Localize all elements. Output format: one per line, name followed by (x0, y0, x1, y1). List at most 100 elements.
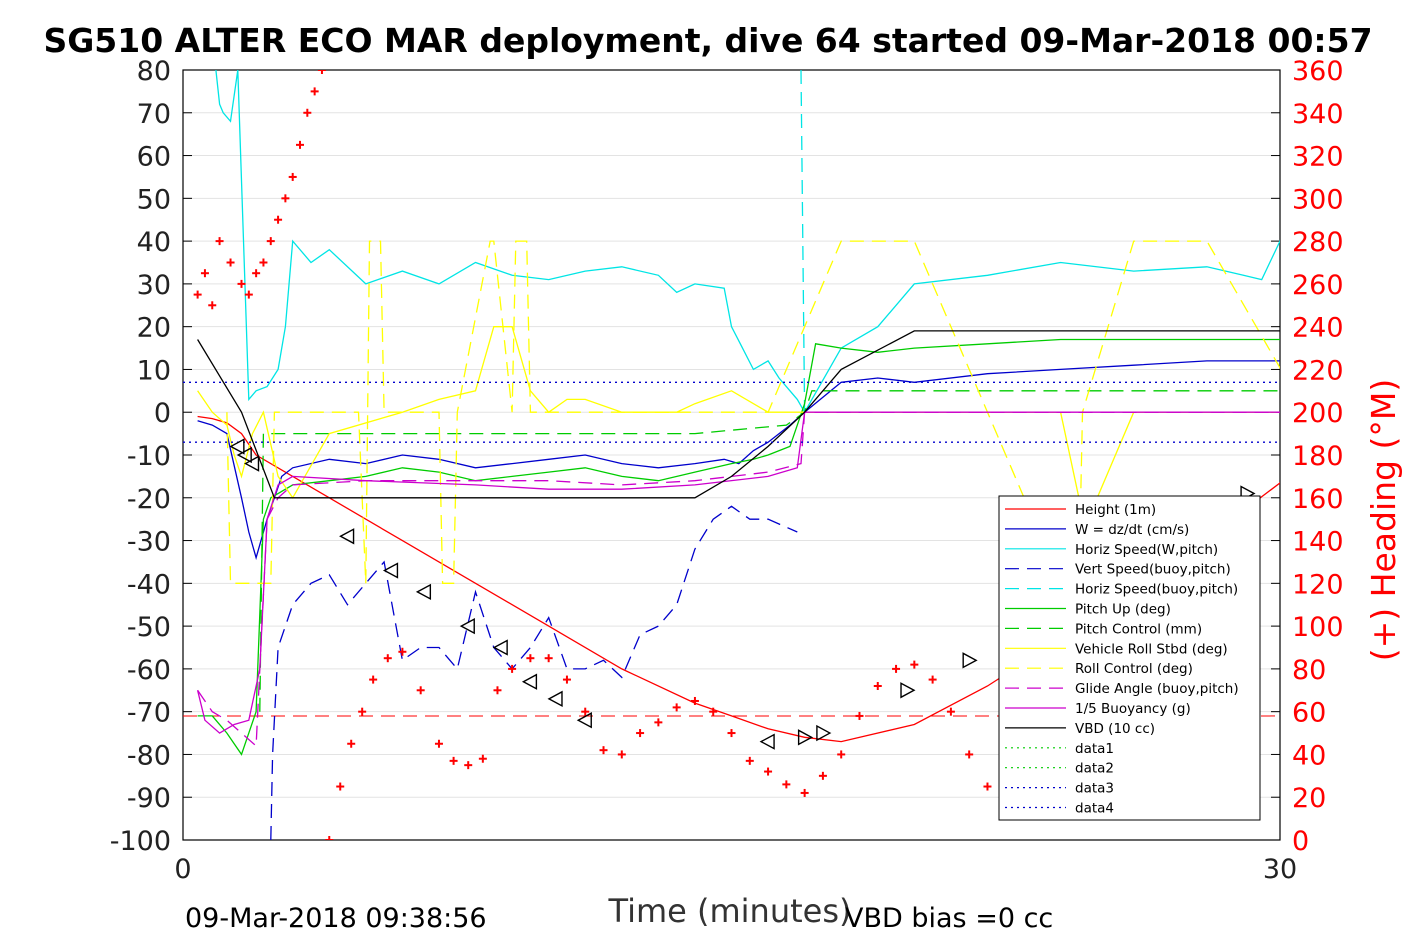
footer-vbd-bias: VBD bias =0 cc (845, 903, 1053, 934)
heading-point (416, 686, 425, 695)
heading-point (544, 654, 553, 663)
heading-point (855, 711, 864, 720)
heading-point (636, 729, 645, 738)
heading-point (837, 750, 846, 759)
right-tick-label: 220 (1292, 355, 1344, 386)
right-tick-label: 240 (1292, 313, 1344, 344)
legend-entry: Horiz Speed(buoy,pitch) (1005, 582, 1238, 598)
legend-label: 1/5 Buoyancy (g) (1075, 701, 1191, 717)
heading-point (782, 780, 791, 789)
heading-point (478, 754, 487, 763)
heading-point (208, 301, 217, 310)
vertex-marker (492, 639, 508, 656)
legend-label: W = dz/dt (cm/s) (1075, 522, 1189, 538)
heading-point (709, 707, 718, 716)
right-axis-ticks: 3603403203002802602402202001801601401201… (1271, 56, 1344, 857)
vertex-marker (816, 724, 832, 742)
vertex-marker (244, 455, 260, 472)
left-tick-label: -80 (127, 740, 171, 771)
right-tick-label: 140 (1292, 527, 1344, 558)
vertex-marker (797, 729, 814, 746)
right-tick-label: 100 (1292, 612, 1344, 643)
series-line-8 (226, 240, 1280, 584)
legend-entry: Roll Control (deg) (1005, 661, 1193, 677)
heading-point (508, 664, 517, 673)
legend-entry: 1/5 Buoyancy (g) (1005, 701, 1191, 717)
legend: Height (1m) W = dz/dt (cm/s) Horiz Speed(W… (998, 495, 1261, 821)
heading-point (347, 739, 356, 748)
legend-entry: Pitch Up (deg) (1005, 602, 1171, 618)
heading-point (303, 108, 312, 117)
series-line-2 (215, 70, 1280, 414)
x-axis-ticks: 0 30 (174, 854, 1297, 885)
heading-point (654, 718, 663, 727)
heading-point (398, 647, 407, 656)
right-tick-label: 120 (1292, 569, 1344, 600)
legend-label: Vert Speed(buoy,pitch) (1075, 562, 1231, 578)
vertex-marker (576, 712, 592, 729)
legend-label: Horiz Speed(W,pitch) (1075, 542, 1218, 558)
legend-entry: W = dz/dt (cm/s) (1005, 522, 1189, 538)
vertex-marker (236, 446, 252, 464)
heading-point (310, 87, 319, 96)
vertex-marker (962, 652, 978, 669)
x-axis-label: Time (minutes) (608, 892, 852, 930)
legend-label: Height (1m) (1075, 502, 1156, 518)
legend-label: data3 (1075, 781, 1114, 797)
left-tick-label: 70 (137, 99, 171, 130)
heading-point (526, 654, 535, 663)
right-tick-label: 280 (1292, 227, 1344, 258)
right-tick-label: 340 (1292, 99, 1344, 130)
right-tick-label: 80 (1292, 655, 1326, 686)
heading-point (946, 707, 955, 716)
heading-point (383, 654, 392, 663)
left-tick-label: 40 (137, 227, 171, 258)
heading-point (449, 756, 458, 765)
left-tick-label: -60 (127, 655, 171, 686)
heading-point (434, 739, 443, 748)
right-axis-label: (+) Heading (°M) (1364, 379, 1403, 661)
heading-point (336, 782, 345, 791)
legend-label: Glide Angle (buoy,pitch) (1075, 681, 1239, 697)
heading-point (562, 675, 571, 684)
heading-point (745, 756, 754, 765)
legend-entry: Vert Speed(buoy,pitch) (1005, 562, 1231, 578)
heading-point (873, 682, 882, 690)
heading-point (892, 664, 901, 673)
vertex-marker (339, 528, 355, 545)
heading-point (369, 675, 378, 684)
series-line-3 (270, 505, 798, 840)
heading-point (818, 771, 827, 780)
heading-point (317, 70, 326, 74)
left-tick-label: 60 (137, 142, 171, 173)
heading-point (493, 686, 502, 695)
heading-point (928, 675, 937, 684)
x-tick-label: 0 (174, 854, 191, 885)
vertex-marker (229, 438, 245, 455)
heading-point (764, 767, 773, 776)
vertex-marker (459, 617, 475, 635)
legend-entry: data3 (1005, 781, 1114, 797)
left-tick-label: -50 (127, 612, 171, 643)
right-tick-label: 160 (1292, 484, 1344, 515)
legend-entry: VBD (10 cc) (1005, 721, 1155, 737)
right-tick-label: 60 (1292, 698, 1326, 729)
series-line-6 (259, 390, 1280, 712)
legend-entry: Horiz Speed(W,pitch) (1005, 542, 1218, 558)
left-tick-label: 30 (137, 270, 171, 301)
left-tick-label: 80 (137, 56, 171, 87)
heading-point (259, 258, 268, 267)
heading-point (244, 290, 253, 299)
right-tick-label: 0 (1292, 826, 1309, 857)
heading-point (252, 269, 261, 278)
vertex-marker (415, 583, 432, 601)
right-tick-label: 300 (1292, 184, 1344, 215)
heading-point (274, 215, 283, 224)
legend-entry: data1 (1005, 741, 1114, 757)
heading-point (288, 172, 297, 181)
legend-label: Horiz Speed(buoy,pitch) (1075, 582, 1238, 598)
legend-box (998, 495, 1261, 821)
heading-point (727, 729, 736, 738)
vertex-marker (547, 690, 563, 708)
